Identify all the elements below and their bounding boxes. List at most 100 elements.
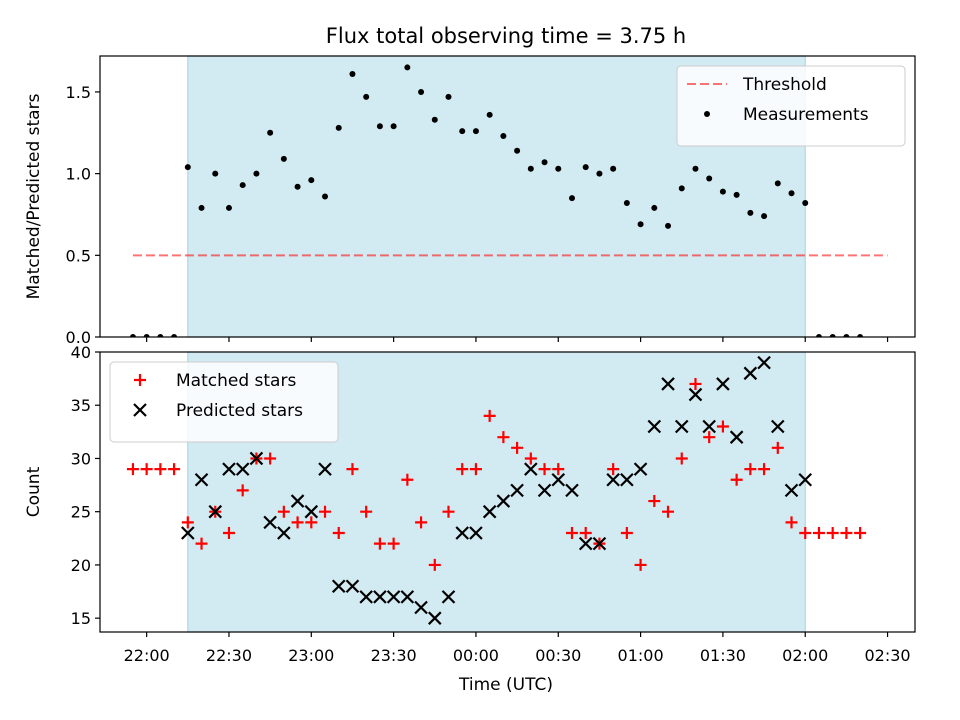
predicted-star-point xyxy=(455,526,469,540)
measurement-point xyxy=(335,124,342,131)
matched-star-point xyxy=(222,526,235,539)
predicted-star-point xyxy=(729,430,744,444)
matched-star-point xyxy=(648,495,661,508)
legend: Matched stars Predicted stars xyxy=(109,361,339,443)
matched-star-point xyxy=(511,441,524,454)
measurement-point xyxy=(815,334,822,337)
measurement-point xyxy=(527,165,534,172)
measurement-point xyxy=(322,193,329,200)
predicted-star-point xyxy=(222,462,236,476)
matched-star-point xyxy=(854,526,867,539)
measurement-point xyxy=(665,222,672,229)
matched-star-point xyxy=(579,526,592,539)
measurement-point xyxy=(733,191,740,198)
matched-star-point xyxy=(428,558,441,571)
legend-box xyxy=(676,65,906,147)
x-tick-label: 23:30 xyxy=(371,646,417,665)
matched-star-point xyxy=(675,452,688,465)
matched-star-point xyxy=(703,431,716,444)
measurement-point xyxy=(500,133,507,140)
predicted-star-point xyxy=(304,504,319,519)
measurement-point xyxy=(610,165,617,172)
matched-star-point xyxy=(415,516,428,529)
count-panel: 15 20 25 30 35 40 22:00 22:30 23:00 23:30 00:00 00:… xyxy=(24,343,916,665)
plot-area xyxy=(129,64,888,337)
matched-star-point xyxy=(469,463,482,476)
measurement-point xyxy=(486,111,493,118)
x-axis-label: Time (UTC) xyxy=(458,675,553,695)
measurement-point xyxy=(596,170,603,177)
measurement-point xyxy=(308,177,315,184)
measurement-point xyxy=(555,165,562,172)
predicted-star-point xyxy=(798,472,813,487)
predicted-star-point xyxy=(290,494,305,508)
predicted-star-point xyxy=(318,462,332,476)
x-tick-label: 00:00 xyxy=(453,646,499,665)
matched-star-point xyxy=(305,516,318,529)
matched-star-point xyxy=(346,463,359,476)
predicted-star-point xyxy=(771,419,785,434)
measurement-point xyxy=(761,213,768,220)
matched-star-point xyxy=(716,420,729,433)
measurement-point xyxy=(651,204,658,211)
measurement-point xyxy=(171,334,178,337)
predicted-star-point xyxy=(249,451,264,466)
measurement-point xyxy=(404,64,411,71)
predicted-star-point xyxy=(620,472,634,487)
y-tick-label: 1.0 xyxy=(66,165,91,184)
y-tick-label: 40 xyxy=(71,343,91,362)
matched-star-point xyxy=(565,526,578,539)
predicted-star-point xyxy=(441,590,456,604)
predicted-star-point xyxy=(716,377,730,391)
measurement-point xyxy=(514,147,521,154)
measurement-point xyxy=(157,334,164,337)
matched-star-point xyxy=(126,463,139,476)
measurement-point xyxy=(706,175,713,182)
measurement-point xyxy=(431,116,438,123)
matched-star-point xyxy=(758,463,771,476)
predicted-star-point xyxy=(674,419,689,434)
legend-label: Predicted stars xyxy=(176,401,303,421)
predicted-star-point xyxy=(592,536,607,551)
matched-star-point xyxy=(264,452,277,465)
y-tick-label: 0.5 xyxy=(66,246,91,265)
measurement-point xyxy=(637,221,644,228)
predicted-star-point xyxy=(496,494,511,508)
predicted-star-point xyxy=(414,600,428,615)
measurement-point xyxy=(582,164,589,171)
predicted-star-point xyxy=(277,526,291,540)
plot-area xyxy=(126,355,867,625)
matched-star-point xyxy=(524,452,537,465)
matched-star-point xyxy=(744,463,757,476)
predicted-star-point xyxy=(235,462,250,476)
measurement-point xyxy=(692,165,699,172)
matched-star-point xyxy=(140,463,153,476)
matched-star-point xyxy=(634,558,647,571)
x-tick-label: 02:00 xyxy=(782,646,828,665)
legend-predicted-swatch xyxy=(133,403,147,417)
measurement-point xyxy=(225,204,232,211)
predicted-star-point xyxy=(702,419,716,434)
predicted-star-point xyxy=(194,472,209,487)
measurement-point xyxy=(829,334,836,337)
measurement-point xyxy=(857,334,864,337)
matched-star-point xyxy=(168,463,181,476)
chart-title: Flux total observing time = 3.75 h xyxy=(326,24,686,48)
measurement-point xyxy=(418,88,425,95)
measurement-point xyxy=(239,182,246,189)
predicted-star-point xyxy=(606,472,620,487)
y-tick-label: 35 xyxy=(71,396,91,415)
matched-star-point xyxy=(360,505,373,518)
measurement-point xyxy=(802,200,809,207)
x-tick-label: 01:30 xyxy=(700,646,746,665)
measurement-point xyxy=(376,123,383,130)
measurement-point xyxy=(129,334,136,337)
y-tick-label: 0.0 xyxy=(66,328,91,347)
matched-star-point xyxy=(662,505,675,518)
measurement-point xyxy=(143,334,150,337)
predicted-star-point xyxy=(208,504,223,519)
predicted-star-point xyxy=(373,590,387,604)
matched-star-point xyxy=(538,463,551,476)
x-tick-label: 02:30 xyxy=(865,646,911,665)
y-tick-label: 25 xyxy=(71,503,91,522)
